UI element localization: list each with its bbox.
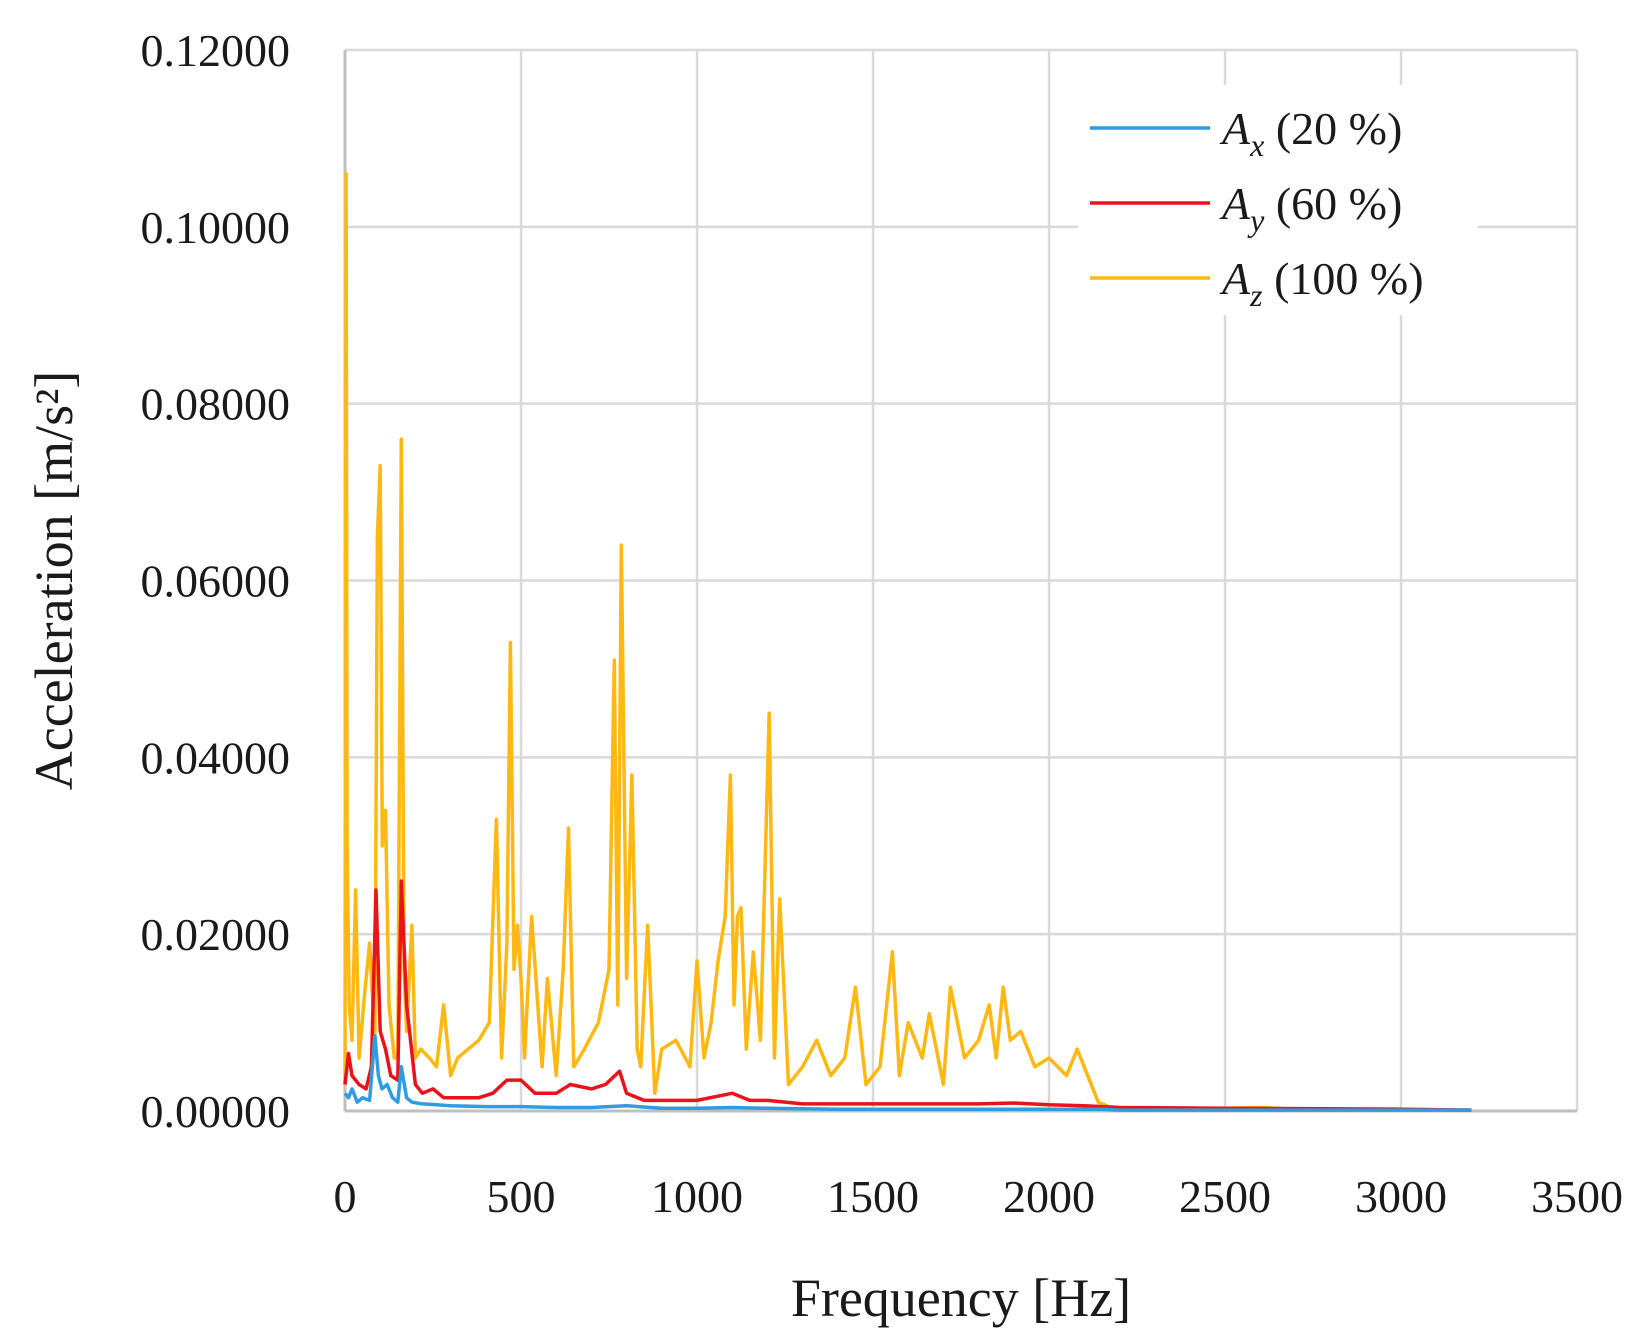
series-line-y xyxy=(343,879,1472,1112)
y-tick-label: 0.08000 xyxy=(141,379,291,430)
series-layer xyxy=(343,172,1472,1112)
y-tick-label: 0.12000 xyxy=(141,25,291,76)
legend-suffix: (20 %) xyxy=(1264,103,1402,154)
x-tick-label: 3000 xyxy=(1355,1171,1447,1222)
x-axis-title: Frequency [Hz] xyxy=(791,1268,1131,1328)
legend: Ax (20 %)Ay (60 %)Az (100 %) xyxy=(1078,85,1478,315)
series-line-x xyxy=(343,1034,1472,1112)
x-tick-label: 1000 xyxy=(651,1171,743,1222)
y-tick-label: 0.02000 xyxy=(141,909,291,960)
legend-label: Az (100 %) xyxy=(1219,253,1424,313)
x-tick-label: 0 xyxy=(334,1171,357,1222)
legend-symbol: A xyxy=(1219,178,1251,229)
legend-label: Ay (60 %) xyxy=(1219,178,1402,238)
legend-subscript: z xyxy=(1249,277,1263,313)
legend-item-y: Ay (60 %) xyxy=(1090,178,1402,238)
y-tick-label: 0.00000 xyxy=(141,1086,291,1137)
legend-suffix: (60 %) xyxy=(1264,178,1402,229)
x-tick-label: 500 xyxy=(487,1171,556,1222)
legend-symbol: A xyxy=(1219,103,1251,154)
x-tick-label: 2000 xyxy=(1003,1171,1095,1222)
tick-labels: 0.00000 0.02000 0.04000 0.06000 0.08000 0.100… xyxy=(141,25,1624,1222)
legend-symbol: A xyxy=(1219,253,1251,304)
x-tick-label: 1500 xyxy=(827,1171,919,1222)
legend-item-z: Az (100 %) xyxy=(1090,253,1424,313)
legend-item-x: Ax (20 %) xyxy=(1090,103,1402,163)
y-tick-label: 0.04000 xyxy=(141,732,291,783)
y-tick-label: 0.10000 xyxy=(141,202,291,253)
legend-suffix: (100 %) xyxy=(1263,253,1424,304)
legend-label: Ax (20 %) xyxy=(1219,103,1402,163)
legend-subscript: x xyxy=(1249,127,1264,163)
y-tick-label: 0.06000 xyxy=(141,556,291,607)
x-tick-label: 2500 xyxy=(1179,1171,1271,1222)
x-tick-label: 3500 xyxy=(1531,1171,1623,1222)
legend-subscript: y xyxy=(1247,202,1265,238)
y-axis-title: Acceleration [m/s²] xyxy=(24,371,84,791)
